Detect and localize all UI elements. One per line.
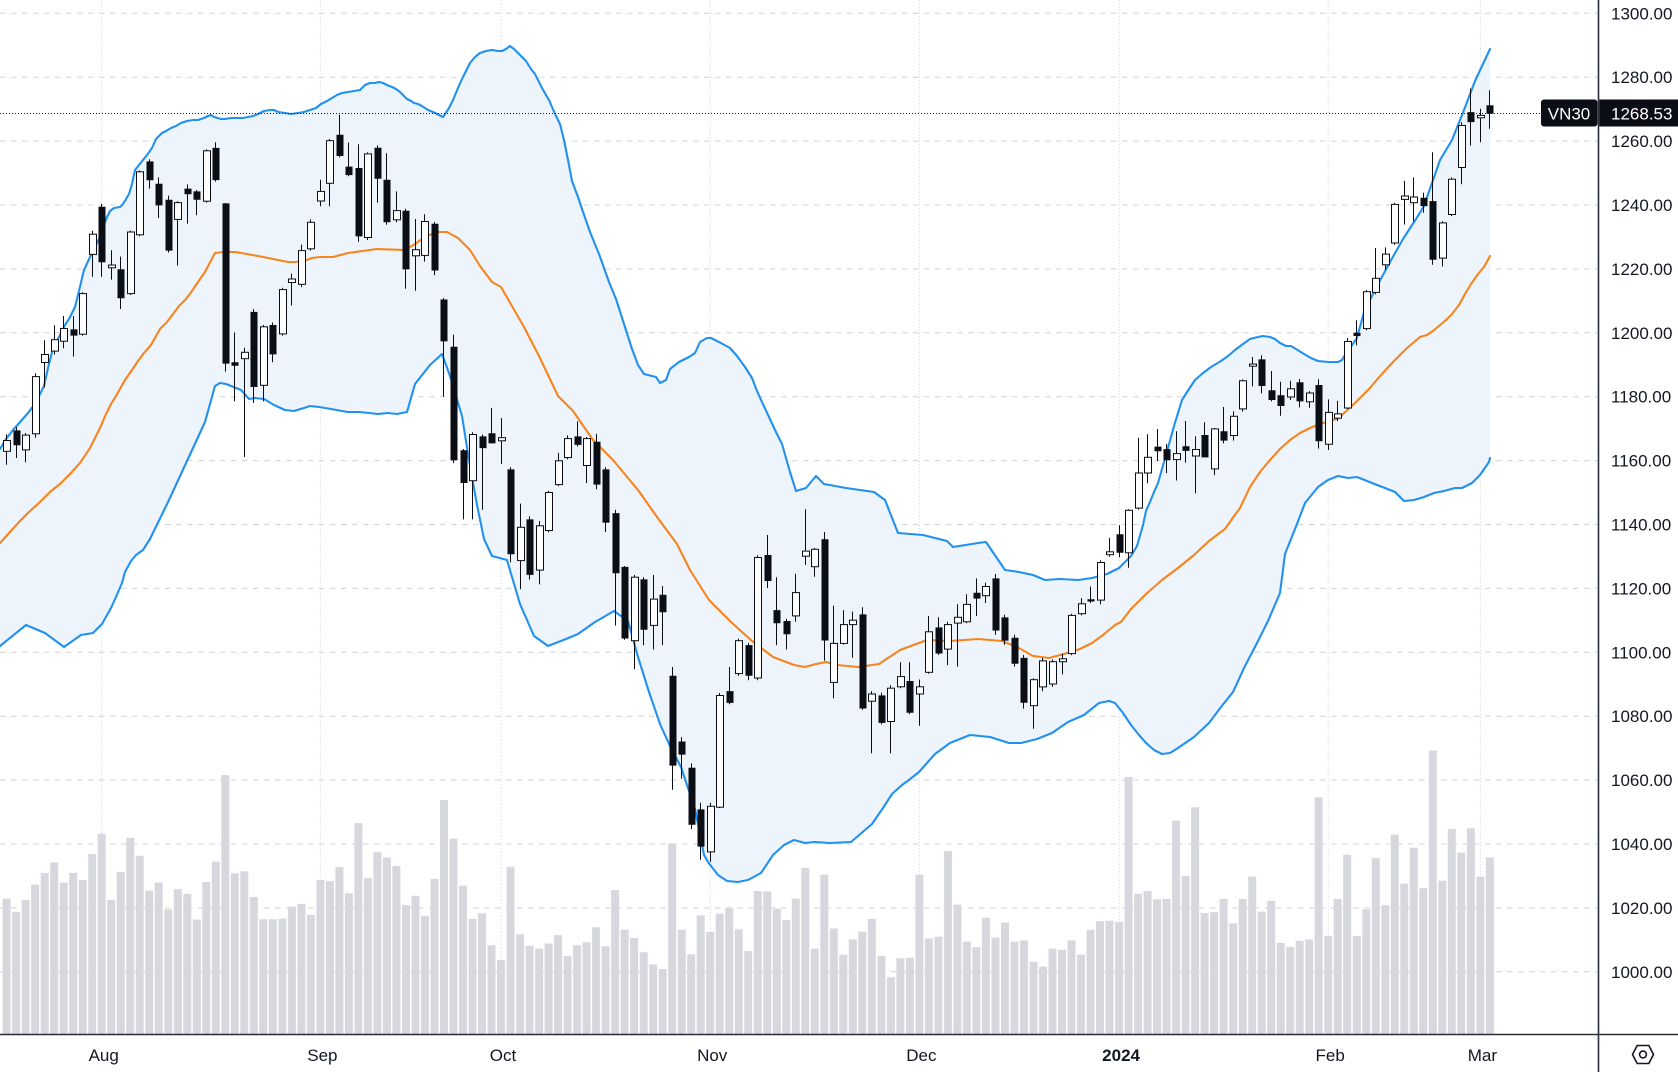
svg-text:Oct: Oct bbox=[490, 1046, 517, 1065]
svg-text:1080.00: 1080.00 bbox=[1611, 707, 1672, 726]
svg-text:1268.53: 1268.53 bbox=[1611, 105, 1672, 124]
svg-text:Feb: Feb bbox=[1316, 1046, 1345, 1065]
svg-text:2024: 2024 bbox=[1102, 1046, 1140, 1065]
svg-text:1020.00: 1020.00 bbox=[1611, 899, 1672, 918]
svg-text:1280.00: 1280.00 bbox=[1611, 68, 1672, 87]
svg-text:1000.00: 1000.00 bbox=[1611, 963, 1672, 982]
svg-text:VN30: VN30 bbox=[1548, 105, 1591, 124]
svg-text:Aug: Aug bbox=[89, 1046, 119, 1065]
svg-text:Nov: Nov bbox=[697, 1046, 728, 1065]
svg-text:1120.00: 1120.00 bbox=[1611, 579, 1671, 598]
svg-text:1180.00: 1180.00 bbox=[1611, 388, 1671, 407]
svg-text:1200.00: 1200.00 bbox=[1611, 324, 1672, 343]
svg-text:Mar: Mar bbox=[1468, 1046, 1498, 1065]
svg-text:1240.00: 1240.00 bbox=[1611, 196, 1672, 215]
svg-text:1040.00: 1040.00 bbox=[1611, 835, 1672, 854]
svg-text:1160.00: 1160.00 bbox=[1611, 452, 1671, 471]
svg-text:Dec: Dec bbox=[906, 1046, 937, 1065]
svg-text:1220.00: 1220.00 bbox=[1611, 260, 1672, 279]
svg-text:1060.00: 1060.00 bbox=[1611, 771, 1672, 790]
svg-text:1100.00: 1100.00 bbox=[1611, 643, 1671, 662]
svg-text:Sep: Sep bbox=[307, 1046, 337, 1065]
svg-text:1140.00: 1140.00 bbox=[1611, 516, 1671, 535]
svg-text:1300.00: 1300.00 bbox=[1611, 4, 1672, 23]
svg-text:1260.00: 1260.00 bbox=[1611, 132, 1672, 151]
